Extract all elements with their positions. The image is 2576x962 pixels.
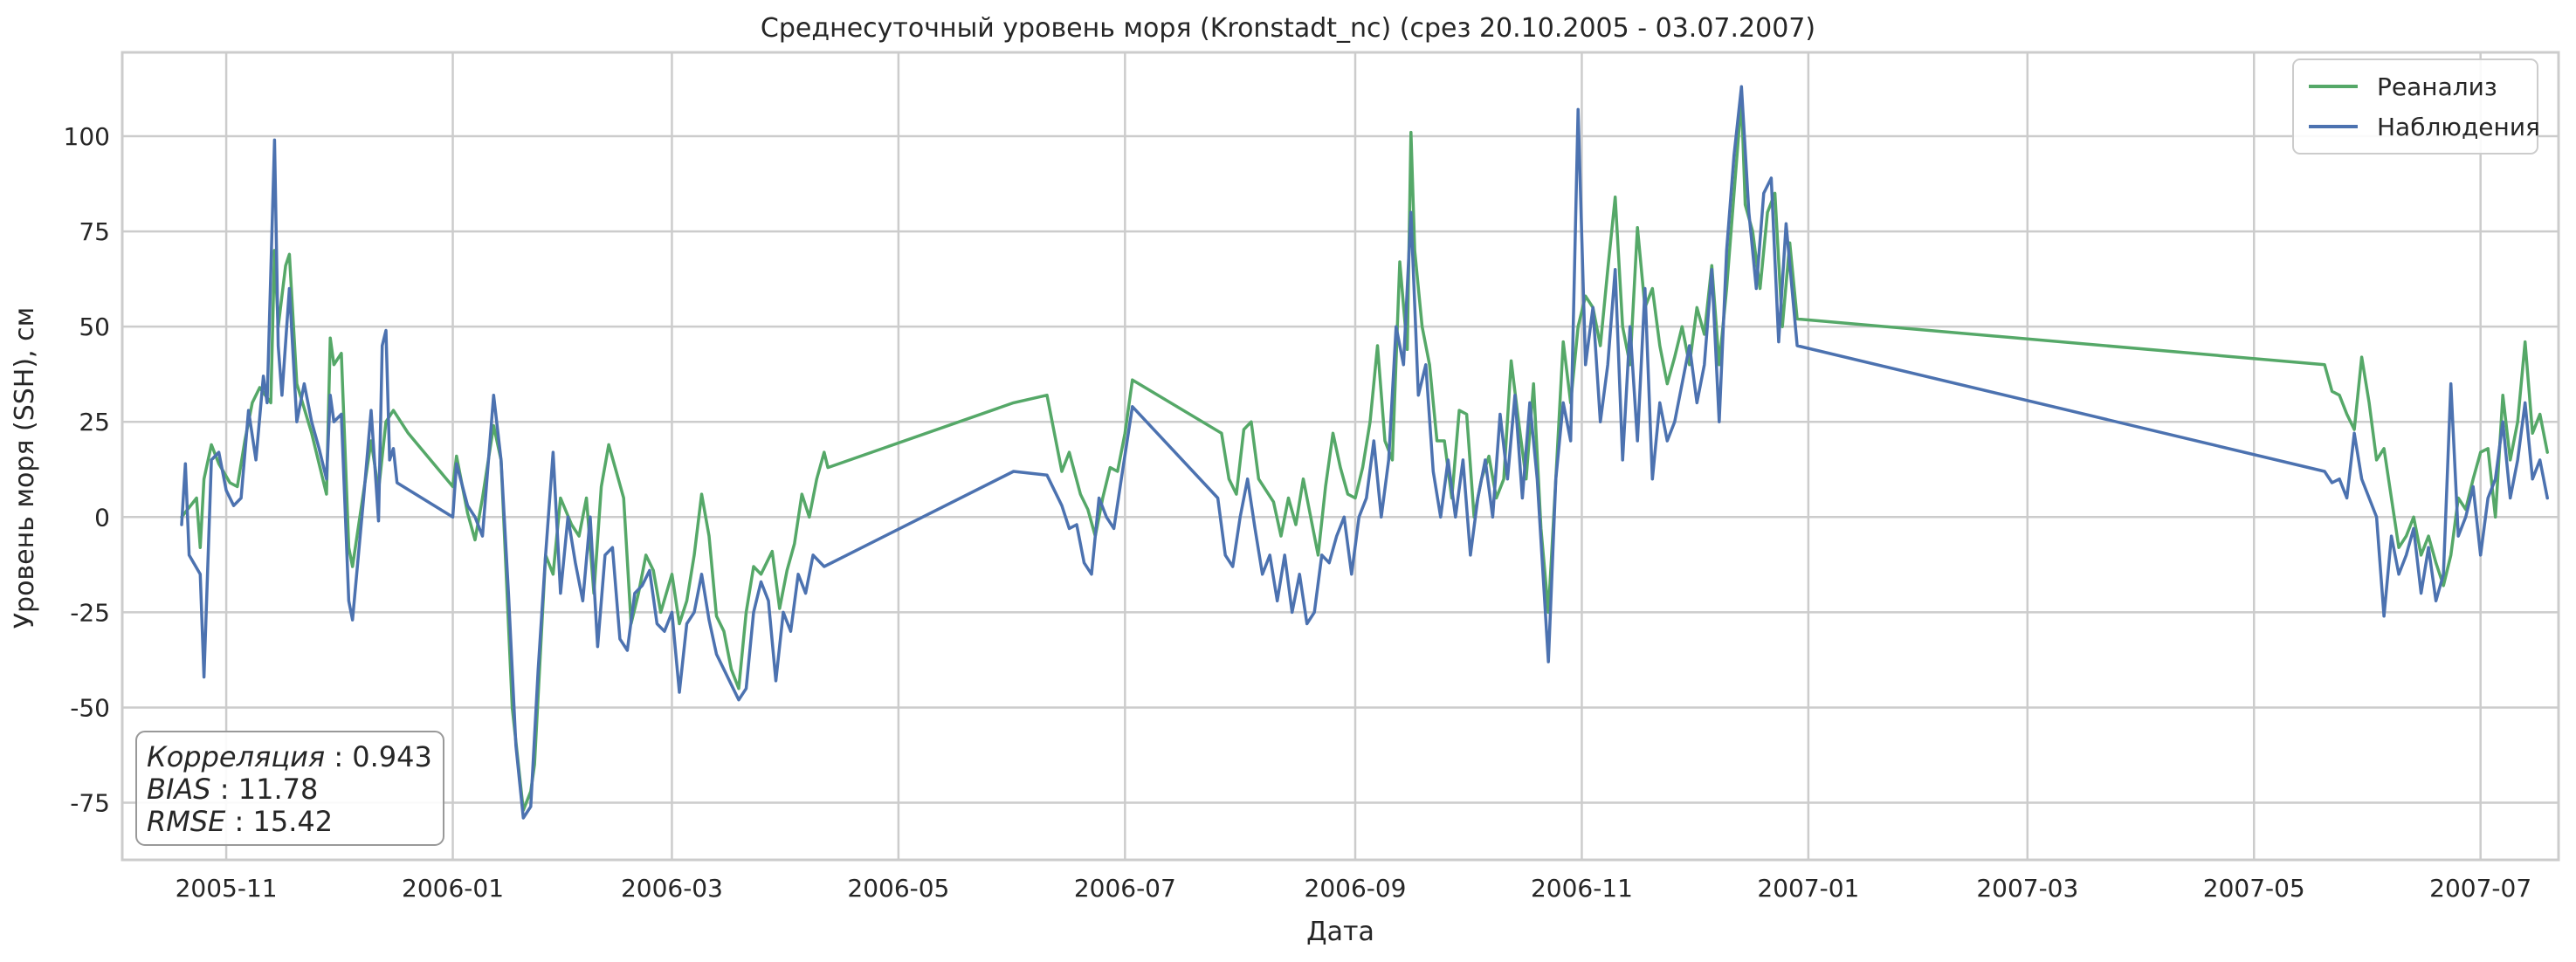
y-tick-label: 25 [79,408,110,436]
grid-layer [122,52,2559,860]
legend-label-observations: Наблюдения [2377,113,2540,141]
plot-frame [121,51,2560,862]
stats-correlation-label: Корреляция [147,740,325,773]
legend: Реанализ Наблюдения [2292,58,2540,155]
x-tick-label: 2006-05 [847,874,949,903]
stats-correlation-value: 0.943 [352,740,432,773]
chart-title: Среднесуточный уровень моря (Kronstadt_n… [761,13,1815,44]
x-tick-label: 2007-05 [2203,874,2305,903]
series-line-observations [180,85,2549,820]
x-tick-label: 2007-01 [1757,874,1859,903]
y-tick-label: 0 [94,503,110,532]
legend-label-reanalysis: Реанализ [2377,72,2497,101]
stats-correlation-sep: : [325,740,352,773]
y-tick-label: -75 [70,789,110,818]
stats-bias-value: 11.78 [238,773,319,806]
axes-layer: 2005-11 2006-01 2006-03 2006-05 2006-07 2006-… [64,122,2532,903]
stats-rmse-label: RMSE [147,805,226,838]
stats-rmse-sep: : [225,805,252,838]
stats-rmse-value: 15.42 [253,805,334,838]
stats-correlation: Корреляция : 0.943 [147,740,432,773]
y-tick-label: -50 [70,693,110,722]
x-tick-label: 2006-03 [621,874,723,903]
stats-box-frame [135,731,444,846]
stats-rmse: RMSE : 15.42 [147,805,333,838]
x-axis-label: Дата [1306,917,1374,947]
series-layer [180,85,2549,820]
y-tick-label: 75 [79,217,110,246]
x-tick-label: 2006-09 [1305,874,1407,903]
stats-bias: BIAS : 11.78 [147,773,318,806]
stats-box: Корреляция : 0.943 BIAS : 11.78 RMSE : 1… [135,731,444,846]
y-tick-label: 100 [64,122,110,151]
y-tick-label: 50 [79,313,110,341]
stats-bias-label: BIAS [147,773,211,806]
y-tick-label: -25 [70,598,110,627]
x-tick-label: 2006-11 [1531,874,1633,903]
x-tick-label: 2005-11 [176,874,278,903]
y-axis-label: Уровень моря (SSH), см [10,307,40,629]
x-tick-label: 2006-07 [1074,874,1176,903]
x-tick-label: 2007-07 [2429,874,2531,903]
stats-bias-sep: : [211,773,238,806]
legend-box [2292,58,2538,155]
x-tick-label: 2007-03 [1976,874,2078,903]
x-tick-label: 2006-01 [402,874,504,903]
